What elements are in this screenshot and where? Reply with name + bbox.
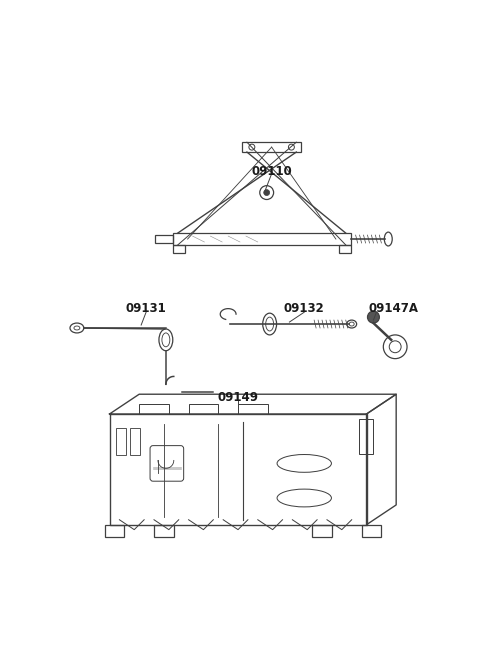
Text: 09131: 09131 [126, 303, 167, 315]
Text: 09147A: 09147A [368, 303, 418, 315]
Text: 09132: 09132 [284, 303, 324, 315]
Text: 09149: 09149 [217, 391, 259, 404]
Circle shape [264, 189, 270, 196]
Circle shape [368, 311, 379, 323]
Text: 09110: 09110 [251, 165, 292, 178]
